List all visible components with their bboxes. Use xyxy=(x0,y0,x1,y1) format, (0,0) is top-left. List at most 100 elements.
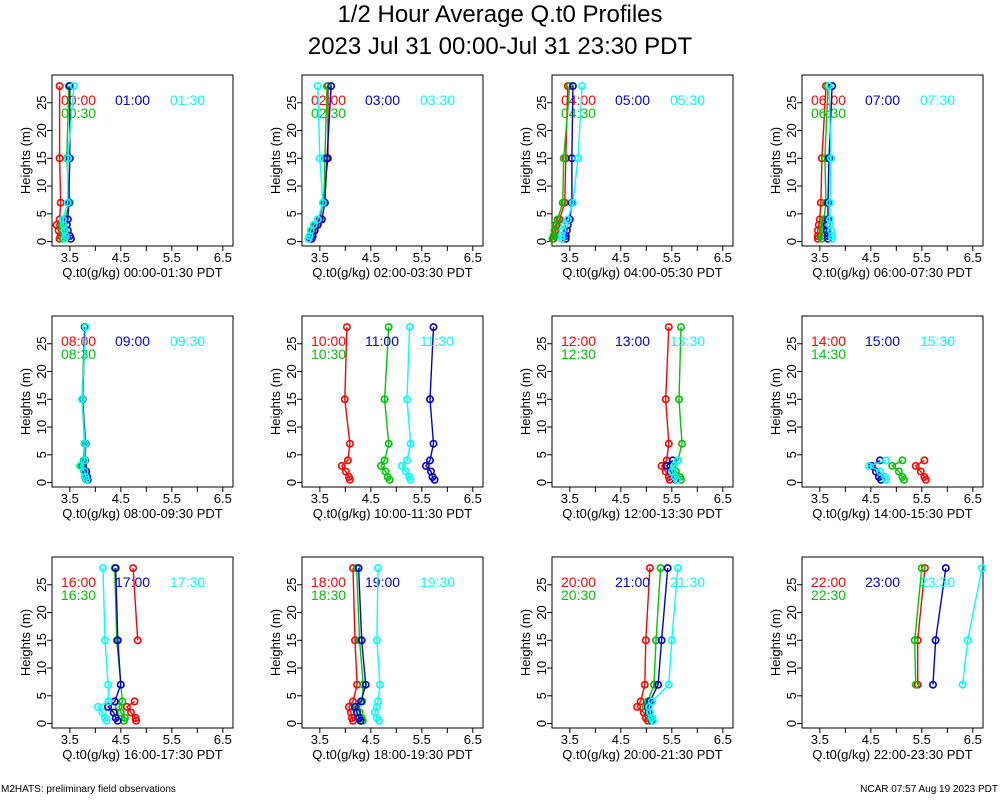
data-point xyxy=(931,636,940,645)
data-point xyxy=(373,564,382,573)
data-point xyxy=(421,461,430,470)
data-point xyxy=(113,636,122,645)
y-tick-label: 20 xyxy=(784,123,799,137)
x-tick-label: 5.5 xyxy=(663,491,681,506)
data-point xyxy=(941,564,950,573)
profile-panel: 3.5 4.5 5.5 6.5 0 5 10 15 20 25 Q.t0(g/kg) 22:00-2… xyxy=(768,556,986,762)
series xyxy=(337,323,354,484)
data-point xyxy=(350,702,359,711)
legend-label: 23:00 xyxy=(865,574,900,590)
legend-label: 22:30 xyxy=(811,587,846,603)
y-tick-label: 15 xyxy=(534,151,549,165)
data-point xyxy=(122,702,131,711)
legend-label: 14:00 xyxy=(811,333,846,349)
plot-frame xyxy=(551,74,734,247)
legend-label: 22:00 xyxy=(811,574,846,590)
y-tick-label: 5 xyxy=(34,692,49,699)
y-tick-label: 20 xyxy=(34,364,49,378)
series xyxy=(397,323,415,484)
legend-label: 01:30 xyxy=(170,92,205,108)
x-tick-label: 5.5 xyxy=(913,491,931,506)
legend-label: 15:00 xyxy=(865,333,900,349)
x-tick-label: 3.5 xyxy=(61,250,79,265)
x-tick-label: 6.5 xyxy=(214,732,232,747)
y-tick-label: 10 xyxy=(34,179,49,193)
data-point xyxy=(429,439,438,448)
data-point xyxy=(80,467,89,476)
plot-frame xyxy=(51,556,234,729)
y-axis-label: Heights (m) xyxy=(768,609,783,676)
legend-label: 12:00 xyxy=(561,333,596,349)
x-tick-label: 5.5 xyxy=(913,732,931,747)
data-point xyxy=(864,461,873,470)
x-tick-label: 5.5 xyxy=(913,250,931,265)
x-tick-label: 6.5 xyxy=(464,732,482,747)
y-tick-label: 25 xyxy=(784,337,799,351)
x-tick-label: 4.5 xyxy=(862,250,880,265)
x-tick-label: 6.5 xyxy=(714,491,732,506)
data-point xyxy=(977,564,986,573)
x-tick-label: 3.5 xyxy=(561,732,579,747)
y-tick-label: 15 xyxy=(784,633,799,647)
y-tick-label: 25 xyxy=(534,96,549,110)
y-axis-label: Heights (m) xyxy=(518,127,533,194)
data-point xyxy=(898,456,907,465)
y-axis-label: Heights (m) xyxy=(518,609,533,676)
legend-label: 20:30 xyxy=(561,587,596,603)
series-line xyxy=(132,568,139,641)
profile-panel: 3.5 4.5 5.5 6.5 0 5 10 15 20 25 Q.t0(g/kg) 06:00-0… xyxy=(768,74,984,280)
y-tick-label: 5 xyxy=(534,451,549,458)
y-tick-label: 15 xyxy=(284,151,299,165)
data-point xyxy=(928,680,937,689)
legend-label: 13:00 xyxy=(615,333,650,349)
data-point xyxy=(401,467,410,476)
profile-panel: 3.5 4.5 5.5 6.5 0 5 10 15 20 25 Q.t0(g/kg) 16:00-1… xyxy=(18,556,234,762)
data-point xyxy=(58,215,67,224)
x-tick-label: 5.5 xyxy=(413,250,431,265)
data-point xyxy=(375,680,384,689)
y-tick-label: 0 xyxy=(284,720,299,727)
y-tick-label: 20 xyxy=(284,605,299,619)
series xyxy=(548,82,574,243)
x-tick-label: 6.5 xyxy=(464,491,482,506)
x-tick-label: 4.5 xyxy=(362,732,380,747)
y-tick-label: 25 xyxy=(34,578,49,592)
legend-label: 23:30 xyxy=(920,574,955,590)
data-point xyxy=(669,461,678,470)
x-axis-label: Q.t0(g/kg) 14:00-15:30 PDT xyxy=(812,506,972,521)
series xyxy=(557,82,587,243)
series xyxy=(888,456,908,484)
legend-label: 04:00 xyxy=(561,92,596,108)
x-tick-label: 3.5 xyxy=(561,250,579,265)
data-point xyxy=(568,82,577,91)
x-tick-label: 4.5 xyxy=(612,491,630,506)
legend-label: 10:00 xyxy=(311,333,346,349)
legend-label: 16:30 xyxy=(61,587,96,603)
x-tick-label: 3.5 xyxy=(561,491,579,506)
data-point xyxy=(568,198,577,207)
y-tick-label: 5 xyxy=(784,692,799,699)
y-axis-label: Heights (m) xyxy=(268,127,283,194)
data-point xyxy=(563,215,572,224)
plot-frame xyxy=(301,315,484,488)
x-axis-label: Q.t0(g/kg) 08:00-09:30 PDT xyxy=(62,506,222,521)
series xyxy=(122,564,142,725)
data-point xyxy=(910,636,919,645)
series xyxy=(958,564,986,689)
y-tick-label: 15 xyxy=(34,633,49,647)
profile-panel: 3.5 4.5 5.5 6.5 0 5 10 15 20 25 Q.t0(g/kg) 04:00-0… xyxy=(518,74,734,280)
legend-label: 20:00 xyxy=(561,574,596,590)
x-tick-label: 4.5 xyxy=(862,732,880,747)
data-point xyxy=(664,680,673,689)
data-point xyxy=(315,154,324,163)
data-point xyxy=(828,234,837,243)
legend-label: 07:30 xyxy=(920,92,955,108)
data-point xyxy=(322,82,331,91)
legend-label: 10:30 xyxy=(311,346,346,362)
series-line xyxy=(961,567,983,685)
data-point xyxy=(340,395,349,404)
data-point xyxy=(911,680,920,689)
series xyxy=(824,82,837,243)
series xyxy=(644,564,682,725)
